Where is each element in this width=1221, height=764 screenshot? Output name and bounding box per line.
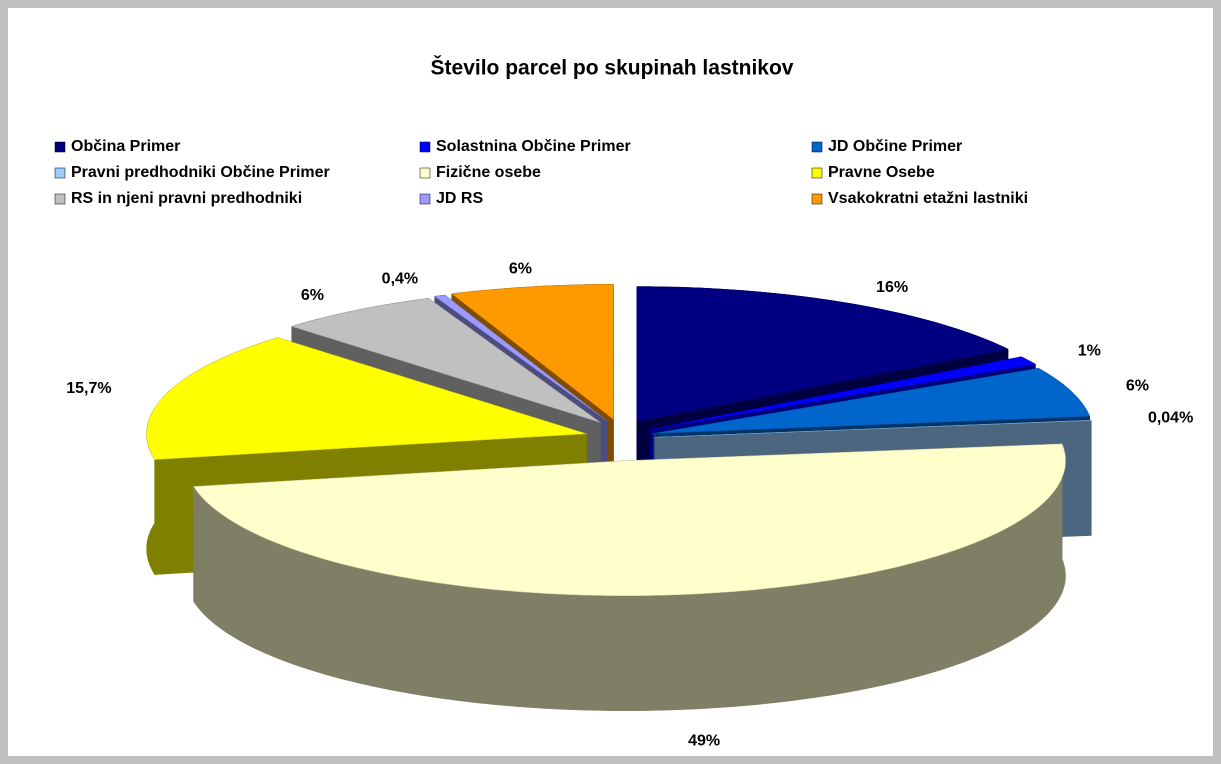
legend-label: JD Občine Primer <box>828 138 962 155</box>
slice-top <box>434 294 607 421</box>
legend-swatch <box>811 141 823 153</box>
data-label: 6% <box>509 261 532 278</box>
slice-top <box>146 337 587 460</box>
legend-label: Fizične osebe <box>436 164 541 181</box>
data-label: 1% <box>1078 343 1101 360</box>
legend-swatch <box>54 141 66 153</box>
legend-swatch <box>811 193 823 205</box>
data-label: 6% <box>1126 377 1149 394</box>
legend-label: Občina Primer <box>71 138 180 155</box>
legend-swatch <box>54 167 66 179</box>
data-label: 49% <box>688 733 720 750</box>
legend-label: JD RS <box>436 190 483 207</box>
legend-label: Vsakokratni etažni lastniki <box>828 190 1028 207</box>
data-label: 15,7% <box>66 380 111 397</box>
slice-top <box>650 356 1037 430</box>
legend-swatch <box>54 193 66 205</box>
legend-swatch <box>419 141 431 153</box>
legend-swatch <box>419 193 431 205</box>
legend-label: Solastnina Občine Primer <box>436 138 631 155</box>
data-label: 16% <box>876 279 908 296</box>
legend-label: RS in njeni pravni predhodniki <box>71 190 302 207</box>
slice-top <box>193 443 1066 596</box>
legend-label: Pravne Osebe <box>828 164 935 181</box>
slice-top <box>451 284 614 420</box>
slice <box>193 443 1066 711</box>
chart-title: Število parcel po skupinah lastnikov <box>431 56 794 80</box>
legend-label: Pravni predhodniki Občine Primer <box>71 164 330 181</box>
slice-top <box>653 368 1091 434</box>
legend-swatch <box>419 167 431 179</box>
slice-top <box>654 419 1092 438</box>
legend-swatch <box>811 167 823 179</box>
slice-top <box>636 286 1009 422</box>
data-label: 6% <box>301 287 324 304</box>
data-label: 0,04% <box>1148 409 1193 426</box>
slice-top <box>290 298 601 423</box>
data-label: 0,4% <box>382 271 418 288</box>
